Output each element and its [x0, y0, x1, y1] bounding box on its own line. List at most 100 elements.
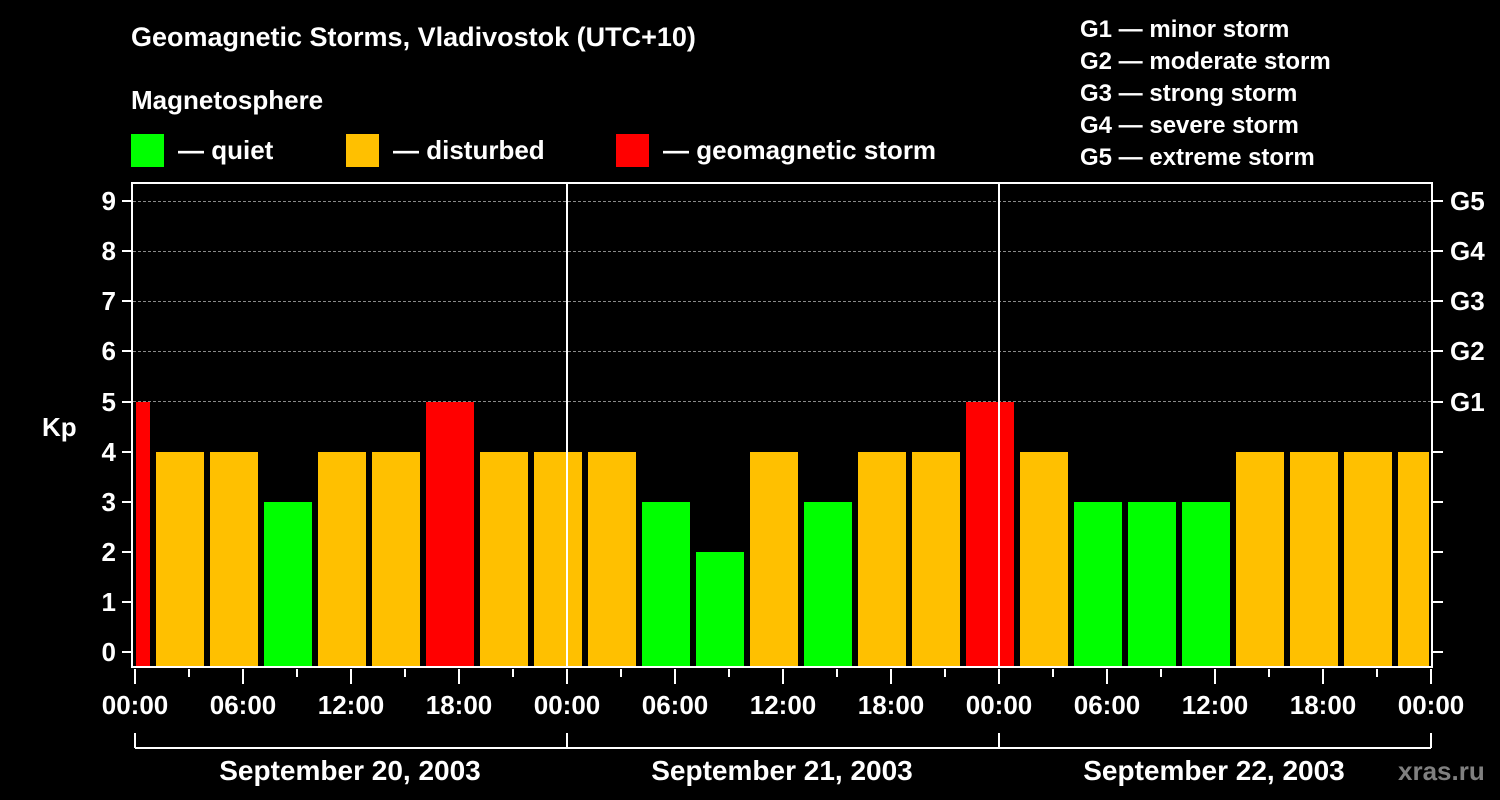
y-tick [122, 600, 132, 603]
gridline-7 [133, 301, 1431, 302]
x-tick [458, 669, 460, 684]
x-tick-label: 00:00 [533, 690, 601, 720]
right-tick [1433, 300, 1443, 303]
x-tick [944, 669, 946, 677]
kp-bar [136, 401, 150, 668]
kp-bar [1344, 451, 1392, 668]
kp-bar [804, 501, 852, 668]
y-tick [122, 250, 132, 253]
legend-disturbed-label: — disturbed [393, 134, 545, 165]
y-tick-label: 9 [101, 186, 116, 217]
y-tick-label: 4 [101, 436, 116, 467]
x-tick [296, 669, 298, 677]
day-divider-2 [998, 182, 1000, 668]
kp-bar [480, 451, 528, 668]
x-tick [620, 669, 622, 677]
right-tick [1433, 450, 1443, 453]
x-tick [674, 669, 676, 684]
kp-bar [264, 501, 312, 668]
kp-bar [858, 451, 906, 668]
kp-bar [966, 401, 1014, 668]
y-tick-label: 7 [101, 286, 116, 317]
y-tick-label: 3 [101, 486, 116, 517]
kp-bar [912, 451, 960, 668]
x-tick [728, 669, 730, 677]
g-scale-legend: G1 — minor storm G2 — moderate storm G3 … [1080, 14, 1331, 174]
kp-bar [642, 501, 690, 668]
y-tick [122, 450, 132, 453]
kp-bar [750, 451, 798, 668]
quiet-swatch [131, 133, 164, 167]
y-tick-label: 6 [101, 336, 116, 367]
x-tick-label: 12:00 [1181, 690, 1249, 720]
kp-bar [156, 451, 204, 668]
x-tick-label: 18:00 [857, 690, 925, 720]
day-bracket-line [135, 747, 1431, 749]
y-tick [122, 651, 132, 653]
legend-storm: — geomagnetic storm [616, 133, 936, 167]
right-tick [1433, 400, 1443, 403]
x-tick [1268, 669, 1270, 677]
right-tick [1433, 500, 1443, 503]
g2-description: G2 — moderate storm [1080, 48, 1331, 75]
gridline-5 [133, 401, 1431, 402]
right-tick [1433, 350, 1443, 353]
gridline-9 [133, 201, 1431, 202]
x-tick [350, 669, 352, 684]
x-tick [998, 669, 1000, 684]
bracket-tick [1430, 733, 1432, 748]
x-tick [134, 669, 136, 684]
gridline-8 [133, 251, 1431, 252]
right-tick [1433, 651, 1443, 653]
kp-bar [1182, 501, 1230, 668]
kp-bar [318, 451, 366, 668]
y-tick [122, 550, 132, 553]
bracket-tick [134, 733, 136, 748]
legend-quiet-label: — quiet [178, 134, 274, 165]
x-tick [404, 669, 406, 677]
x-tick [566, 669, 568, 684]
y-tick-label: 0 [101, 637, 116, 667]
right-tick [1433, 250, 1443, 253]
plot-frame [131, 182, 1433, 668]
kp-bar [1074, 501, 1122, 668]
watermark: xras.ru [1398, 756, 1485, 786]
legend-storm-label: — geomagnetic storm [663, 134, 937, 165]
legend-disturbed: — disturbed [346, 133, 545, 167]
g3-description: G3 — strong storm [1080, 80, 1298, 107]
y-tick-label: 8 [101, 236, 116, 267]
x-tick [782, 669, 784, 684]
y-tick-label: 5 [101, 386, 116, 417]
legend-title: Magnetosphere [131, 85, 324, 115]
g1-description: G1 — minor storm [1080, 16, 1290, 43]
x-tick-label: 00:00 [965, 690, 1033, 720]
y-tick [122, 500, 132, 503]
kp-bar [372, 451, 420, 668]
x-tick-label: 06:00 [209, 690, 277, 720]
bracket-tick [566, 733, 568, 748]
g-level-label: G1 [1450, 386, 1485, 417]
x-tick-label: 12:00 [749, 690, 817, 720]
kp-bar [426, 401, 474, 668]
day-label-sep-22: September 22, 2003 [1083, 755, 1345, 786]
legend-quiet: — quiet [131, 133, 273, 167]
kp-bar [588, 451, 636, 668]
g5-description: G5 — extreme storm [1080, 144, 1315, 171]
x-tick [890, 669, 892, 684]
day-divider-1 [566, 182, 568, 668]
right-tick [1433, 550, 1443, 553]
x-tick-label: 12:00 [317, 690, 385, 720]
kp-bar [1290, 451, 1338, 668]
y-tick [122, 400, 132, 403]
bracket-tick [998, 733, 1000, 748]
x-tick [188, 669, 190, 677]
y-tick [122, 200, 132, 203]
day-label-sep-20: September 20, 2003 [219, 755, 481, 786]
g-level-label: G3 [1450, 286, 1485, 317]
x-tick-label: 18:00 [1289, 690, 1357, 720]
day-label-sep-21: September 21, 2003 [651, 755, 913, 786]
kp-bar [210, 451, 258, 668]
gridline-6 [133, 351, 1431, 352]
x-tick [1376, 669, 1378, 677]
y-tick [122, 300, 132, 303]
